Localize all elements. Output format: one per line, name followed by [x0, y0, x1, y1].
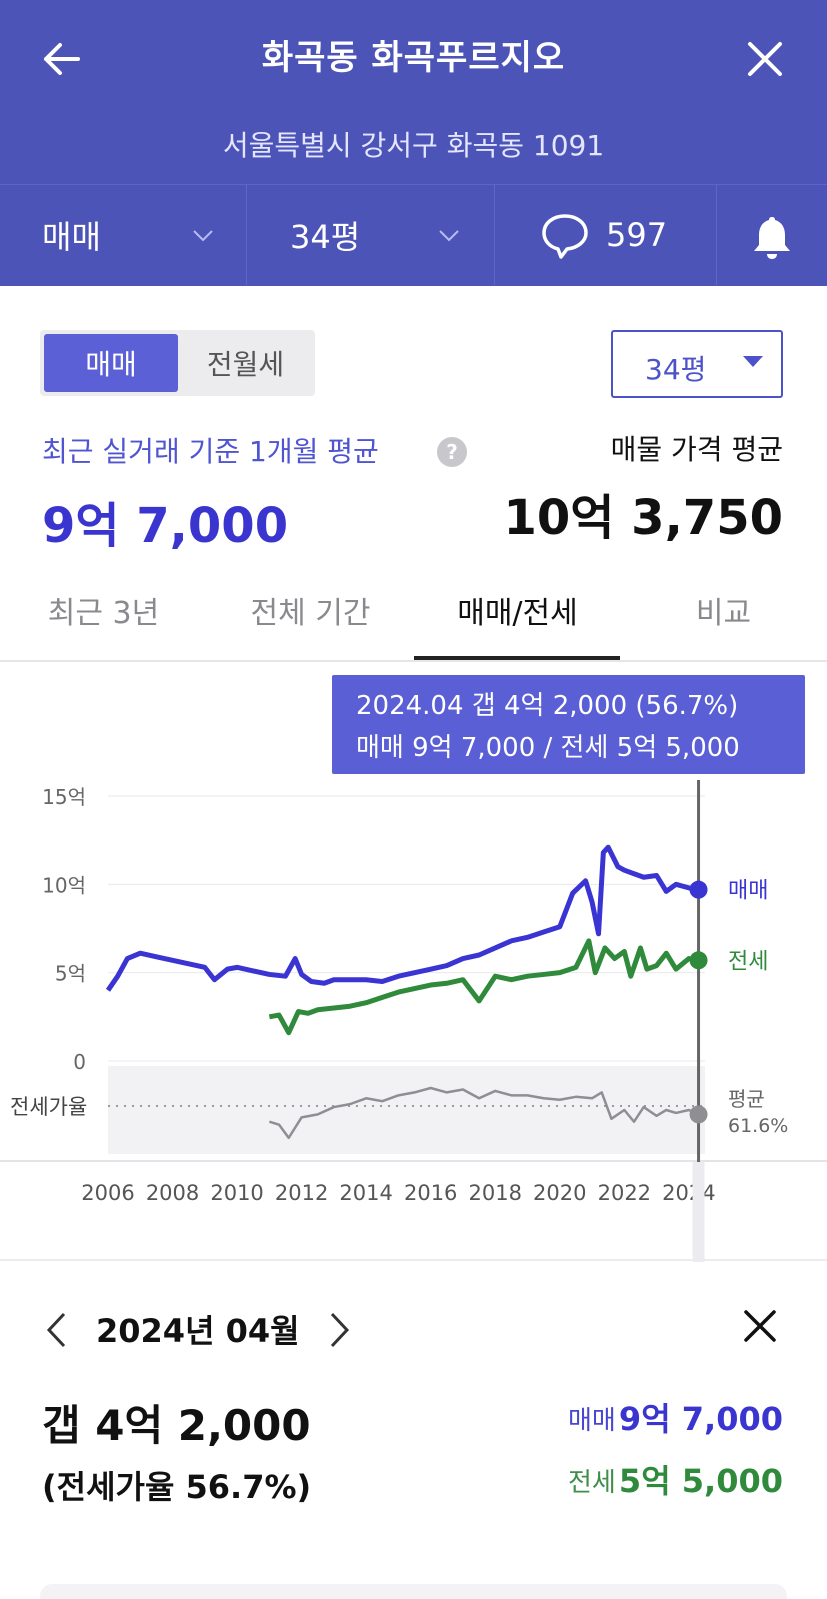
x-tick-label: 2006 — [81, 1181, 134, 1205]
chart-tooltip: 2024.04 갭 4억 2,000 (56.7%) 매매 9억 7,000 /… — [332, 675, 805, 774]
x-tick-label: 2012 — [275, 1181, 328, 1205]
series-end-point — [689, 880, 708, 899]
price-chart[interactable]: 15억 10억 5억 0 전세가율 2006 2008 2010 2012 2014 2016 201… — [0, 664, 827, 1264]
ratio-average-value: 61.6% — [728, 1115, 788, 1137]
x-tick-label: 2014 — [339, 1181, 392, 1205]
divider — [246, 185, 247, 285]
active-tab-indicator — [414, 656, 620, 660]
filter-bar: 매매 34평 597 — [0, 184, 827, 286]
comments-button[interactable]: 597 — [540, 185, 710, 285]
area-size-dropdown[interactable]: 34평 — [290, 185, 490, 285]
x-tick-label: 2018 — [469, 1181, 522, 1205]
divider — [716, 185, 717, 285]
address: 서울특별시 강서구 화곡동 1091 — [222, 129, 605, 162]
avg-price-value: 9억 7,000 — [42, 498, 289, 554]
tab-recent-3y[interactable]: 최근 3년 — [47, 596, 160, 631]
area-size-label: 34평 — [290, 218, 361, 256]
x-tick-label: 2010 — [210, 1181, 263, 1205]
jeonse-label: 전세 — [568, 1468, 616, 1498]
trade-type-dropdown[interactable]: 매매 — [42, 185, 242, 285]
series-line-sale — [105, 844, 699, 992]
next-card — [40, 1584, 787, 1599]
x-tick-label: 2016 — [404, 1181, 457, 1205]
trade-type-label: 매매 — [42, 218, 101, 256]
speech-bubble-icon — [542, 214, 588, 259]
listing-price-label: 매물 가격 평균 — [610, 433, 783, 466]
tab-all-period[interactable]: 전체 기간 — [250, 596, 371, 631]
comment-count: 597 — [606, 216, 668, 254]
ratio-band — [108, 1066, 705, 1154]
gap-amount: 갭 4억 2,000 — [42, 1401, 311, 1450]
bell-icon[interactable] — [748, 213, 796, 261]
jeonse-ratio: (전세가율 56.7%) — [42, 1468, 312, 1506]
divider — [494, 185, 495, 285]
series-label: 전세 — [728, 949, 768, 974]
section-divider — [0, 1259, 827, 1261]
app-header: 화곡동 화곡푸르지오 서울특별시 강서구 화곡동 1091 매매 34평 597 — [0, 0, 827, 286]
period-tabs: 최근 3년 전체 기간 매매/전세 비교 — [0, 578, 827, 662]
sale-label: 매매 — [568, 1406, 616, 1436]
jeonse-value: 5억 5,000 — [618, 1462, 783, 1500]
series-line-jeonse — [268, 938, 699, 1036]
y-tick-label: 10억 — [42, 873, 86, 897]
dropdown-triangle-icon — [743, 356, 763, 367]
size-select[interactable]: 34평 — [611, 330, 783, 398]
close-icon[interactable] — [742, 1308, 778, 1344]
ratio-axis-label: 전세가율 — [10, 1095, 87, 1119]
toggle-rent[interactable]: 전월세 — [206, 348, 285, 381]
sale-value: 9억 7,000 — [618, 1400, 783, 1438]
back-arrow-icon[interactable] — [36, 34, 86, 84]
page-title: 화곡동 화곡푸르지오 — [261, 38, 566, 78]
y-tick-label: 0 — [73, 1050, 86, 1074]
close-icon[interactable] — [740, 34, 790, 84]
tooltip-line-2: 매매 9억 7,000 / 전세 5억 5,000 — [356, 733, 740, 763]
series-label: 매매 — [728, 879, 768, 904]
ratio-average-label: 평균 — [728, 1087, 765, 1111]
listing-price-value: 10억 3,750 — [503, 490, 784, 546]
cursor-track — [692, 1162, 705, 1262]
series-end-point — [689, 1105, 708, 1124]
chevron-down-icon — [193, 230, 213, 242]
x-tick-label: 2008 — [146, 1181, 199, 1205]
size-select-value: 34평 — [645, 353, 707, 386]
tab-sale-jeonse[interactable]: 매매/전세 — [457, 596, 578, 631]
y-tick-label: 15억 — [42, 785, 86, 809]
toggle-sale[interactable]: 매매 — [44, 334, 178, 392]
y-tick-label: 5억 — [55, 962, 86, 986]
tab-compare[interactable]: 비교 — [695, 596, 752, 631]
series-line-ratio — [268, 1086, 700, 1140]
x-tick-label: 2020 — [533, 1181, 586, 1205]
help-icon[interactable]: ? — [437, 437, 467, 467]
x-tick-label: 2022 — [598, 1181, 651, 1205]
chevron-left-icon[interactable] — [44, 1310, 68, 1350]
chevron-right-icon[interactable] — [328, 1310, 352, 1350]
selected-month: 2024년 04월 — [96, 1312, 300, 1350]
tooltip-line-1: 2024.04 갭 4억 2,000 (56.7%) — [356, 691, 739, 721]
x-tick-label: 2024 — [662, 1181, 715, 1205]
trade-toggle: 매매 전월세 — [40, 330, 315, 396]
avg-price-label: 최근 실거래 기준 1개월 평균 — [42, 435, 379, 468]
chevron-down-icon — [439, 230, 459, 242]
series-end-point — [689, 951, 708, 970]
